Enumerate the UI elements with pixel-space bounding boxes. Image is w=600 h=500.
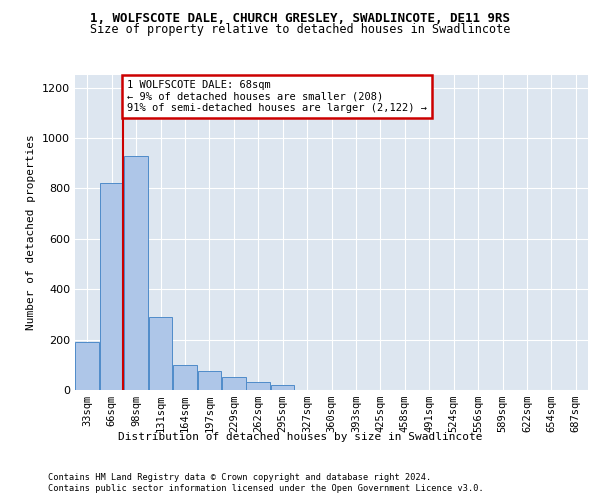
- Bar: [222, 378, 245, 390]
- Bar: [197, 371, 221, 390]
- Text: Contains public sector information licensed under the Open Government Licence v3: Contains public sector information licen…: [48, 484, 484, 493]
- Bar: [271, 385, 295, 390]
- Text: Distribution of detached houses by size in Swadlincote: Distribution of detached houses by size …: [118, 432, 482, 442]
- Bar: [173, 365, 197, 390]
- Bar: [76, 342, 99, 390]
- Text: Contains HM Land Registry data © Crown copyright and database right 2024.: Contains HM Land Registry data © Crown c…: [48, 472, 431, 482]
- Text: Size of property relative to detached houses in Swadlincote: Size of property relative to detached ho…: [90, 22, 510, 36]
- Bar: [124, 156, 148, 390]
- Bar: [100, 184, 124, 390]
- Bar: [149, 317, 172, 390]
- Y-axis label: Number of detached properties: Number of detached properties: [26, 134, 37, 330]
- Bar: [247, 382, 270, 390]
- Text: 1 WOLFSCOTE DALE: 68sqm
← 9% of detached houses are smaller (208)
91% of semi-de: 1 WOLFSCOTE DALE: 68sqm ← 9% of detached…: [127, 80, 427, 113]
- Text: 1, WOLFSCOTE DALE, CHURCH GRESLEY, SWADLINCOTE, DE11 9RS: 1, WOLFSCOTE DALE, CHURCH GRESLEY, SWADL…: [90, 12, 510, 26]
